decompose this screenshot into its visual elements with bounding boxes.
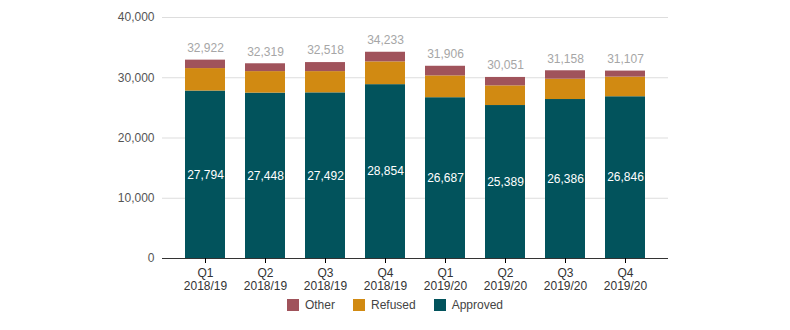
- svg-text:30,051: 30,051: [487, 58, 524, 72]
- svg-text:32,518: 32,518: [307, 43, 344, 57]
- html-text:Approved: Approved: [451, 298, 503, 312]
- svg-text:30,000: 30,000: [118, 71, 155, 85]
- html-text:Refused: Refused: [371, 298, 416, 312]
- svg-text:Q22018/19: Q22018/19: [244, 266, 288, 292]
- svg-text:27,448: 27,448: [247, 169, 284, 183]
- svg-text:32,922: 32,922: [187, 41, 224, 55]
- svg-text:31,906: 31,906: [427, 47, 464, 61]
- svg-text:Q12018/19: Q12018/19: [184, 266, 228, 292]
- svg-text:25,389: 25,389: [487, 175, 524, 189]
- svg-text:Q22019/20: Q22019/20: [484, 266, 528, 292]
- svg-text:31,107: 31,107: [607, 52, 644, 66]
- svg-text:Q32019/20: Q32019/20: [544, 266, 588, 292]
- svg-text:Q32018/19: Q32018/19: [304, 266, 348, 292]
- svg-text:31,158: 31,158: [547, 52, 584, 66]
- svg-text:26,386: 26,386: [547, 172, 584, 186]
- svg-text:32,319: 32,319: [247, 45, 284, 59]
- svg-text:0: 0: [148, 251, 155, 265]
- svg-text:27,492: 27,492: [307, 169, 344, 183]
- svg-text:26,687: 26,687: [427, 171, 464, 185]
- svg-text:26,846: 26,846: [607, 170, 644, 184]
- html-text:Other: Other: [305, 298, 335, 312]
- svg-text:Q42019/20: Q42019/20: [604, 266, 648, 292]
- svg-text:27,794: 27,794: [187, 168, 224, 182]
- svg-text:10,000: 10,000: [118, 191, 155, 205]
- svg-text:34,233: 34,233: [367, 33, 404, 47]
- svg-text:Q42018/19: Q42018/19: [364, 266, 408, 292]
- svg-text:20,000: 20,000: [118, 131, 155, 145]
- svg-text:Q12019/20: Q12019/20: [424, 266, 468, 292]
- svg-text:40,000: 40,000: [118, 10, 155, 24]
- svg-text:28,854: 28,854: [367, 164, 404, 178]
